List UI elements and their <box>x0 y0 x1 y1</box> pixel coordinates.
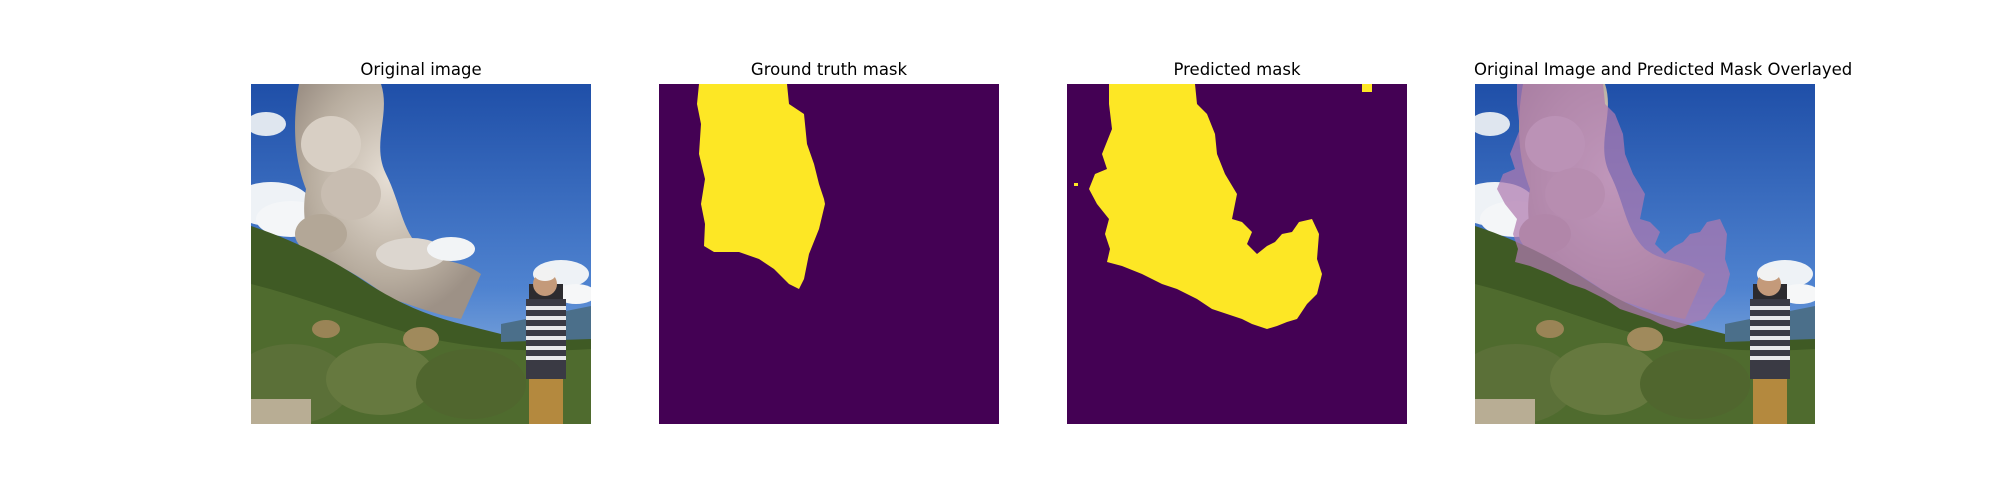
panel-title: Original image <box>360 60 482 79</box>
panel-original-image: Original image <box>250 58 592 424</box>
panel-title: Ground truth mask <box>750 60 908 79</box>
panel-predicted-mask: Predicted mask <box>1066 58 1408 424</box>
panel-overlay: Original Image and Predicted Mask Overla… <box>1474 58 1853 424</box>
ground-truth-mask <box>659 84 999 424</box>
panel-ground-truth-mask: Ground truth mask <box>658 58 1000 424</box>
original-photo <box>251 84 591 424</box>
panel-title: Predicted mask <box>1173 60 1301 79</box>
predicted-mask <box>1067 84 1407 424</box>
panel-title: Original Image and Predicted Mask Overla… <box>1474 60 1853 79</box>
overlay-image <box>1475 84 1815 424</box>
